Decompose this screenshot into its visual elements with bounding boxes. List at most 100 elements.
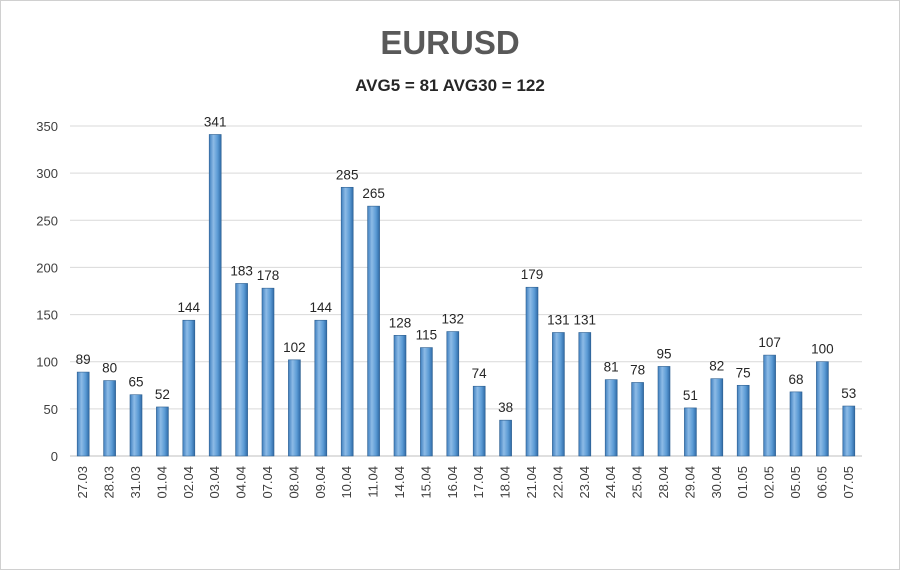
data-label: 115 — [416, 328, 438, 343]
x-tick-label: 17.04 — [471, 466, 486, 499]
data-label: 53 — [841, 386, 856, 401]
data-label: 65 — [128, 375, 143, 390]
data-label: 132 — [442, 312, 465, 327]
y-tick-label: 100 — [36, 355, 58, 370]
y-tick-label: 150 — [36, 308, 58, 323]
bar — [393, 335, 407, 457]
data-label: 89 — [76, 352, 91, 367]
y-tick-label: 0 — [51, 449, 58, 464]
data-label: 131 — [574, 312, 597, 327]
x-tick-label: 04.04 — [234, 466, 249, 499]
data-label: 52 — [155, 387, 170, 402]
bar — [499, 419, 512, 457]
data-label: 74 — [472, 366, 488, 381]
x-tick-label: 11.04 — [366, 466, 381, 498]
x-tick-label: 23.04 — [577, 466, 592, 499]
bar — [446, 331, 460, 457]
bar — [842, 405, 856, 457]
bar — [208, 134, 222, 457]
bar — [657, 366, 671, 457]
bar — [525, 286, 539, 457]
x-tick-label: 03.04 — [207, 466, 222, 499]
data-label: 144 — [310, 300, 333, 315]
y-tick-label: 300 — [36, 166, 58, 181]
data-label: 183 — [230, 263, 253, 278]
data-label: 68 — [788, 372, 803, 387]
x-tick-label: 27.03 — [75, 466, 90, 499]
bar — [340, 186, 354, 457]
bar — [103, 380, 116, 457]
bar — [578, 332, 592, 457]
bar — [261, 287, 275, 457]
bar — [367, 205, 380, 457]
x-tick-label: 06.05 — [814, 466, 829, 499]
bar — [235, 283, 248, 457]
data-label: 78 — [630, 362, 645, 377]
data-label: 144 — [178, 300, 201, 315]
data-label: 178 — [257, 268, 280, 283]
x-tick-label: 01.04 — [154, 466, 169, 499]
x-tick-label: 24.04 — [603, 466, 618, 499]
data-label: 81 — [604, 360, 619, 375]
x-tick-label: 01.05 — [735, 466, 750, 499]
bar — [604, 379, 618, 457]
x-tick-label: 30.04 — [709, 466, 724, 499]
bar — [789, 391, 803, 457]
x-tick-label: 31.03 — [128, 466, 143, 499]
data-label: 51 — [683, 388, 698, 403]
bar — [816, 361, 829, 457]
bar — [156, 406, 169, 457]
x-tick-label: 21.04 — [524, 466, 539, 499]
chart-title: EURUSD — [380, 24, 520, 61]
data-label: 179 — [521, 267, 544, 282]
bar — [314, 319, 328, 457]
data-label: 285 — [336, 167, 359, 182]
chart-subtitle: AVG5 = 81 AVG30 = 122 — [355, 76, 545, 95]
bar — [420, 347, 433, 457]
data-label: 102 — [283, 340, 306, 355]
x-tick-label: 28.04 — [656, 466, 671, 499]
x-tick-label: 14.04 — [392, 466, 407, 499]
x-tick-label: 05.05 — [788, 466, 803, 499]
x-tick-label: 10.04 — [339, 466, 354, 499]
data-label: 100 — [811, 342, 834, 357]
data-label: 75 — [736, 365, 751, 380]
x-tick-label: 16.04 — [445, 466, 460, 499]
x-tick-label: 29.04 — [682, 466, 697, 499]
bar — [631, 382, 644, 457]
data-label: 82 — [709, 359, 724, 374]
y-tick-label: 200 — [36, 260, 58, 275]
y-tick-label: 50 — [44, 402, 58, 417]
bar — [736, 384, 750, 457]
bar — [288, 359, 301, 457]
data-label: 341 — [204, 114, 227, 129]
data-label: 80 — [102, 361, 117, 376]
bar — [684, 407, 697, 457]
x-tick-label: 22.04 — [550, 466, 565, 499]
bar — [129, 394, 143, 457]
x-tick-label: 07.05 — [841, 466, 856, 499]
bar — [710, 378, 724, 457]
x-tick-label: 18.04 — [498, 466, 513, 499]
y-tick-label: 350 — [36, 119, 58, 134]
bar — [182, 319, 196, 457]
y-tick-label: 250 — [36, 213, 58, 228]
x-tick-label: 02.05 — [762, 466, 777, 499]
data-label: 131 — [547, 312, 570, 327]
x-tick-label: 09.04 — [313, 466, 328, 499]
data-label: 95 — [656, 346, 671, 361]
x-tick-label: 28.03 — [102, 466, 117, 499]
x-tick-label: 08.04 — [286, 466, 301, 499]
bar — [472, 385, 486, 457]
bar — [552, 332, 565, 457]
data-label: 38 — [498, 400, 513, 415]
x-tick-label: 25.04 — [630, 466, 645, 499]
bar — [763, 354, 776, 457]
x-tick-label: 07.04 — [260, 466, 275, 499]
data-label: 107 — [758, 335, 781, 350]
data-label: 128 — [389, 315, 412, 330]
x-tick-label: 15.04 — [418, 466, 433, 499]
data-label: 265 — [362, 186, 385, 201]
